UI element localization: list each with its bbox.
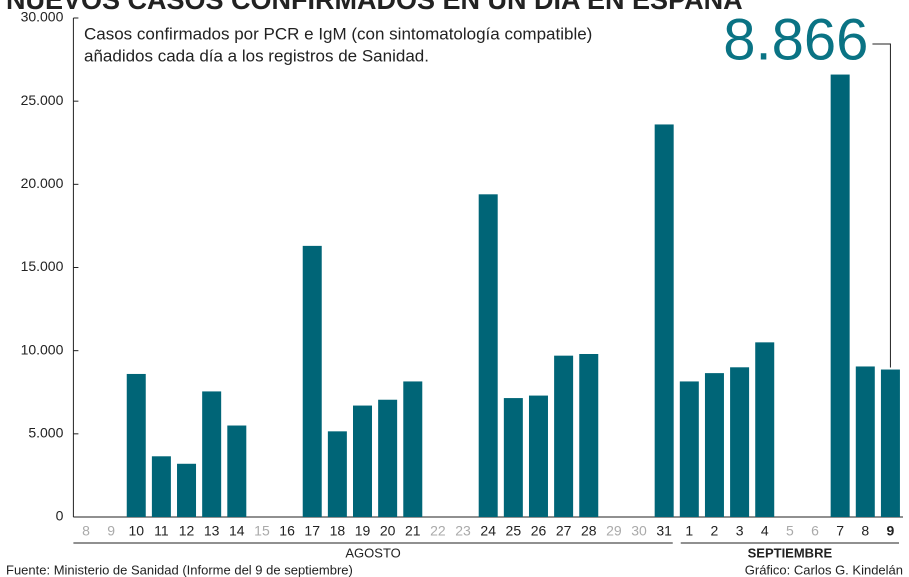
bar	[353, 405, 373, 517]
bar	[880, 369, 900, 517]
x-tick-label: 2	[711, 523, 719, 539]
subtitle: Casos confirmados por PCR e IgM (con sin…	[84, 24, 592, 43]
bar	[177, 463, 197, 517]
x-tick-label: 3	[736, 523, 744, 539]
bar	[327, 431, 347, 517]
x-tick-label: 10	[128, 523, 144, 539]
x-tick-label: 26	[531, 523, 547, 539]
bar	[503, 398, 523, 517]
subtitle: añadidos cada día a los registros de San…	[84, 46, 429, 65]
bar	[126, 373, 146, 517]
x-tick-label: 24	[480, 523, 496, 539]
label-leader	[872, 43, 891, 368]
x-tick-label: 1	[685, 523, 693, 539]
x-tick-label: 8	[82, 523, 90, 539]
bar	[478, 194, 498, 517]
bar	[302, 245, 322, 518]
x-tick-label: 31	[656, 523, 672, 539]
credit: Gráfico: Carlos G. Kindelán	[745, 562, 903, 577]
y-tick-label: 25.000	[21, 92, 64, 108]
bar	[403, 381, 423, 517]
x-tick-label: 9	[887, 523, 895, 539]
x-tick-label: 18	[330, 523, 346, 539]
x-tick-label: 22	[430, 523, 446, 539]
month-label: AGOSTO	[345, 545, 400, 560]
bar	[151, 456, 171, 517]
x-tick-label: 6	[811, 523, 819, 539]
x-tick-label: 27	[556, 523, 572, 539]
bar	[755, 342, 775, 517]
x-tick-label: 8	[861, 523, 869, 539]
x-tick-label: 4	[761, 523, 769, 539]
x-tick-label: 23	[455, 523, 471, 539]
y-tick-label: 30.000	[21, 9, 64, 25]
x-tick-label: 28	[581, 523, 597, 539]
x-tick-label: 9	[107, 523, 115, 539]
bar	[202, 391, 222, 517]
month-label: SEPTIEMBRE	[748, 545, 833, 560]
x-tick-label: 29	[606, 523, 622, 539]
x-tick-label: 21	[405, 523, 421, 539]
x-tick-label: 17	[304, 523, 320, 539]
bar	[378, 399, 398, 517]
bar	[730, 367, 750, 517]
chart-title: NUEVOS CASOS CONFIRMADOS EN UN DÍA EN ES…	[6, 0, 743, 15]
x-tick-label: 25	[506, 523, 522, 539]
x-tick-label: 5	[786, 523, 794, 539]
x-tick-label: 12	[179, 523, 195, 539]
bar	[554, 355, 574, 517]
bar	[528, 395, 548, 517]
bar	[227, 425, 247, 517]
bar	[679, 381, 699, 517]
y-tick-label: 5.000	[28, 425, 63, 441]
x-tick-label: 14	[229, 523, 245, 539]
bar	[704, 373, 724, 517]
x-tick-label: 7	[836, 523, 844, 539]
x-tick-label: 19	[355, 523, 371, 539]
x-tick-label: 15	[254, 523, 270, 539]
x-tick-label: 30	[631, 523, 647, 539]
bar	[579, 353, 599, 517]
y-tick-label: 0	[56, 508, 64, 524]
x-tick-label: 13	[204, 523, 220, 539]
y-tick-label: 20.000	[21, 175, 64, 191]
x-tick-label: 16	[279, 523, 295, 539]
source: Fuente: Ministerio de Sanidad (Informe d…	[6, 562, 353, 577]
bar	[830, 74, 850, 517]
bar	[855, 366, 875, 517]
value-label: 8.866	[723, 7, 868, 72]
y-tick-label: 15.000	[21, 258, 64, 274]
x-tick-label: 20	[380, 523, 396, 539]
bar	[654, 124, 674, 517]
y-tick-label: 10.000	[21, 341, 64, 357]
x-tick-label: 11	[154, 523, 169, 539]
